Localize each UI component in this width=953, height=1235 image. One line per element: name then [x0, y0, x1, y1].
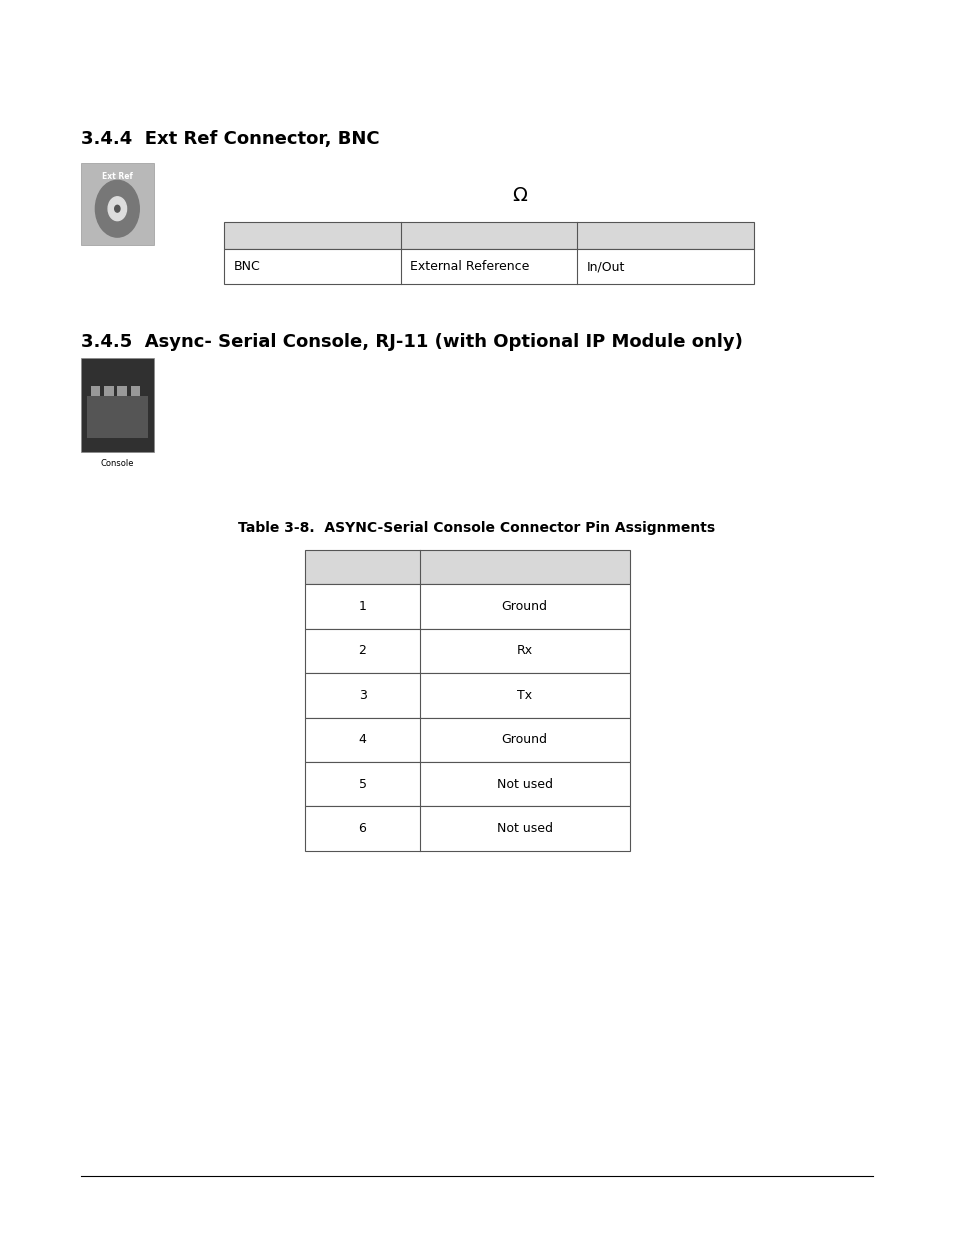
FancyBboxPatch shape	[305, 584, 629, 629]
FancyBboxPatch shape	[305, 806, 629, 851]
FancyBboxPatch shape	[81, 163, 153, 245]
FancyBboxPatch shape	[305, 718, 629, 762]
Text: 3.4.4  Ext Ref Connector, BNC: 3.4.4 Ext Ref Connector, BNC	[81, 130, 379, 148]
Text: 1: 1	[358, 600, 366, 613]
Text: 4: 4	[358, 734, 366, 746]
Circle shape	[114, 205, 120, 212]
FancyBboxPatch shape	[305, 762, 629, 806]
Text: Tx: Tx	[517, 689, 532, 701]
Circle shape	[108, 196, 127, 221]
Circle shape	[95, 180, 139, 237]
FancyBboxPatch shape	[91, 387, 100, 414]
Text: Table 3-8.  ASYNC-Serial Console Connector Pin Assignments: Table 3-8. ASYNC-Serial Console Connecto…	[238, 521, 715, 535]
FancyBboxPatch shape	[305, 629, 629, 673]
Text: Ω: Ω	[512, 185, 527, 205]
FancyBboxPatch shape	[131, 387, 140, 414]
Text: In/Out: In/Out	[586, 261, 624, 273]
FancyBboxPatch shape	[87, 395, 148, 438]
Text: Ground: Ground	[501, 734, 547, 746]
Text: BNC: BNC	[233, 261, 260, 273]
FancyBboxPatch shape	[117, 387, 127, 414]
Text: 3: 3	[358, 689, 366, 701]
Text: Rx: Rx	[517, 645, 532, 657]
FancyBboxPatch shape	[104, 387, 113, 414]
FancyBboxPatch shape	[305, 673, 629, 718]
Text: 2: 2	[358, 645, 366, 657]
Text: Console: Console	[100, 459, 134, 468]
Text: 6: 6	[358, 823, 366, 835]
Text: Not used: Not used	[497, 823, 552, 835]
FancyBboxPatch shape	[224, 249, 753, 284]
Text: 3.4.5  Async- Serial Console, RJ-11 (with Optional IP Module only): 3.4.5 Async- Serial Console, RJ-11 (with…	[81, 333, 742, 352]
FancyBboxPatch shape	[81, 358, 153, 452]
Text: External Reference: External Reference	[410, 261, 529, 273]
Text: Ext Ref: Ext Ref	[102, 172, 132, 180]
FancyBboxPatch shape	[224, 222, 753, 249]
FancyBboxPatch shape	[305, 550, 629, 584]
Text: Ground: Ground	[501, 600, 547, 613]
Text: Not used: Not used	[497, 778, 552, 790]
Text: 5: 5	[358, 778, 366, 790]
